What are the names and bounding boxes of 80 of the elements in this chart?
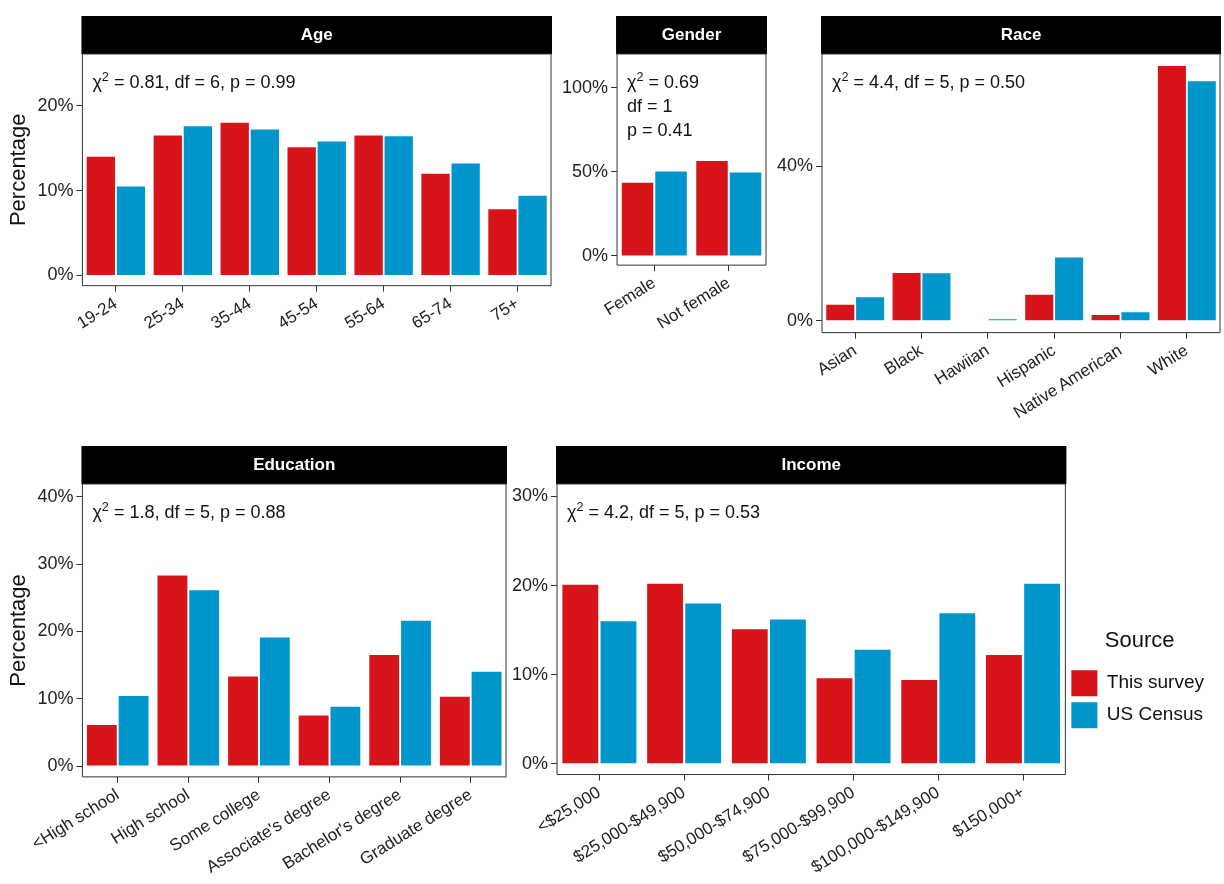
bar (183, 126, 213, 275)
y-tick-label: 10% (37, 179, 74, 200)
y-tick-label: 30% (512, 485, 549, 506)
bar (854, 649, 891, 764)
chart-title: Education (253, 454, 336, 474)
bar (647, 583, 683, 764)
bar (298, 715, 329, 766)
bar (488, 209, 517, 275)
bar (86, 725, 117, 766)
bar (892, 272, 921, 321)
bar (562, 584, 599, 764)
bar (228, 676, 258, 766)
chart-title: Income (781, 454, 841, 474)
bar (1024, 583, 1060, 764)
bar (439, 696, 470, 766)
y-tick-label: 20% (512, 574, 549, 595)
y-axis-title: Percentage (5, 113, 31, 227)
y-tick-label: 10% (512, 663, 549, 684)
bar (220, 122, 249, 275)
bar (471, 671, 502, 766)
bar (317, 141, 346, 275)
bar (1187, 81, 1216, 321)
bar (1025, 294, 1054, 321)
legend-title: Source (1104, 626, 1175, 652)
y-axis-title: Percentage (5, 574, 31, 687)
y-tick-label: 0% (47, 755, 74, 776)
y-tick-label: 0% (582, 244, 609, 265)
bar (86, 156, 115, 275)
bar (922, 273, 951, 321)
y-tick-label: 50% (572, 160, 609, 181)
y-tick-label: 10% (37, 687, 74, 708)
bar (354, 135, 383, 275)
bar (157, 575, 188, 766)
annotation: p = 0.41 (627, 120, 693, 140)
bar (250, 129, 279, 275)
y-tick-label: 0% (47, 264, 74, 285)
bar (1121, 312, 1150, 321)
y-tick-label: 0% (522, 752, 549, 773)
chart-title: Race (1000, 24, 1042, 44)
annotation: df = 1 (627, 96, 673, 116)
bar (685, 603, 722, 764)
chart-title: Age (300, 24, 333, 44)
bar (330, 706, 361, 766)
y-tick-label: 100% (561, 76, 609, 97)
y-tick-label: 30% (37, 553, 74, 574)
bar (1091, 314, 1120, 321)
y-tick-label: 0% (787, 309, 814, 330)
bar (901, 680, 938, 764)
chart-title: Gender (661, 24, 722, 44)
bar (401, 620, 431, 766)
bar (384, 136, 413, 275)
y-tick-label: 20% (37, 94, 74, 115)
legend-label: This survey (1106, 671, 1205, 693)
bar (1157, 65, 1186, 321)
bar (369, 655, 400, 766)
bar (1055, 257, 1084, 321)
bar (451, 163, 480, 275)
x-tick-label: 75+ (487, 293, 523, 325)
bar (259, 637, 290, 766)
bar (518, 195, 547, 275)
bar (769, 619, 806, 764)
bar (287, 147, 316, 275)
bar (116, 186, 146, 275)
x-tick-label: Black (880, 340, 927, 379)
bar (153, 135, 182, 275)
x-tick-label: White (1144, 340, 1192, 380)
bar (939, 613, 976, 764)
bar (118, 696, 149, 766)
bar (816, 678, 853, 764)
legend-label: US Census (1106, 703, 1203, 725)
bar (856, 297, 885, 321)
bar (826, 304, 855, 321)
y-tick-label: 40% (37, 485, 74, 506)
bar (986, 655, 1022, 764)
bar (421, 173, 450, 275)
bar (189, 590, 220, 766)
bar (731, 629, 768, 764)
y-tick-label: 20% (37, 620, 74, 641)
bar (600, 621, 637, 764)
y-tick-label: 40% (777, 155, 814, 176)
